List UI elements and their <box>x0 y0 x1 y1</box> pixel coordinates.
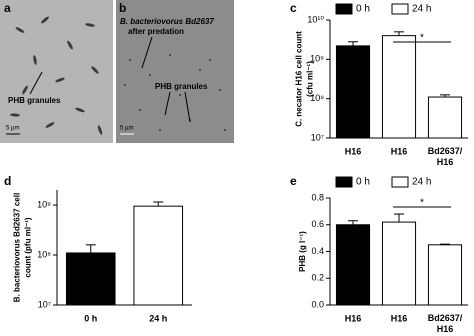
arrow <box>164 91 171 116</box>
y-axis-label: PHB (g l⁻¹) <box>298 231 307 272</box>
legend-swatch <box>391 176 409 188</box>
panel-label: e <box>290 174 297 188</box>
x-tick-label: Bd2637/H16 <box>428 146 463 167</box>
y-tick-label: 10⁹ <box>310 54 324 64</box>
bar <box>335 224 371 306</box>
micrograph <box>0 0 113 143</box>
y-tick-label: 10¹⁰ <box>307 14 324 24</box>
bar <box>427 96 463 139</box>
legend-swatch <box>335 3 353 15</box>
annotation: PHB granules <box>8 96 61 105</box>
y-tick-label: 10⁷ <box>38 299 51 309</box>
bar <box>335 45 371 139</box>
arrow <box>29 71 43 95</box>
legend-label: 24 h <box>412 4 431 15</box>
annotation: B. bacteriovorus Bd2637 <box>120 17 214 26</box>
y-tick-label: 0.0 <box>311 299 324 309</box>
bar <box>381 221 417 306</box>
annotation: PHB granules <box>155 82 208 91</box>
significance-label: * <box>420 33 424 44</box>
significance-label: * <box>420 198 424 209</box>
bar <box>65 252 116 306</box>
annotation: after predation <box>128 27 184 36</box>
scale-label: 5 µm <box>120 126 133 132</box>
panel-label: a <box>4 1 11 15</box>
x-tick-label: H16 <box>345 146 362 156</box>
scale-label: 5 µm <box>6 126 19 132</box>
x-tick-label: 0 h <box>84 313 97 323</box>
x-tick-label: 24 h <box>149 313 167 323</box>
arrow <box>141 36 153 69</box>
y-tick-label: 10⁸ <box>310 93 324 103</box>
y-tick-label: 10⁹ <box>37 199 51 209</box>
x-tick-label: H16 <box>391 313 408 323</box>
x-tick-label: H16 <box>391 146 408 156</box>
y-tick-label: 10⁷ <box>311 132 324 142</box>
y-tick-label: 0.6 <box>311 219 324 229</box>
debris <box>124 54 226 131</box>
panel-label: d <box>4 174 11 188</box>
legend-swatch <box>391 3 409 15</box>
y-tick-label: 0.2 <box>311 273 324 283</box>
y-axis-label: B. bacteriovorus Bd2637 cell <box>13 193 22 302</box>
y-axis-label: C. necator H16 cell count <box>295 31 304 127</box>
arrow <box>184 91 191 123</box>
y-axis-label: (cfu ml⁻¹) <box>306 61 315 97</box>
legend-label: 24 h <box>412 177 431 188</box>
legend-label: 0 h <box>356 177 370 188</box>
cells <box>10 16 103 135</box>
y-tick-label: 0.4 <box>311 246 324 256</box>
bar <box>133 205 184 306</box>
bar <box>381 35 417 139</box>
legend-swatch <box>335 176 353 188</box>
x-tick-label: H16 <box>345 313 362 323</box>
y-axis-label: count (pfu ml⁻¹) <box>24 217 33 278</box>
legend-label: 0 h <box>356 4 370 15</box>
y-tick-label: 10⁸ <box>37 249 51 259</box>
panel-label: b <box>119 1 126 15</box>
bar <box>427 244 463 306</box>
y-tick-label: 0.8 <box>311 192 324 202</box>
micrograph <box>116 0 234 143</box>
panel-label: c <box>290 1 297 15</box>
x-tick-label: Bd2637/H16 <box>428 313 463 334</box>
